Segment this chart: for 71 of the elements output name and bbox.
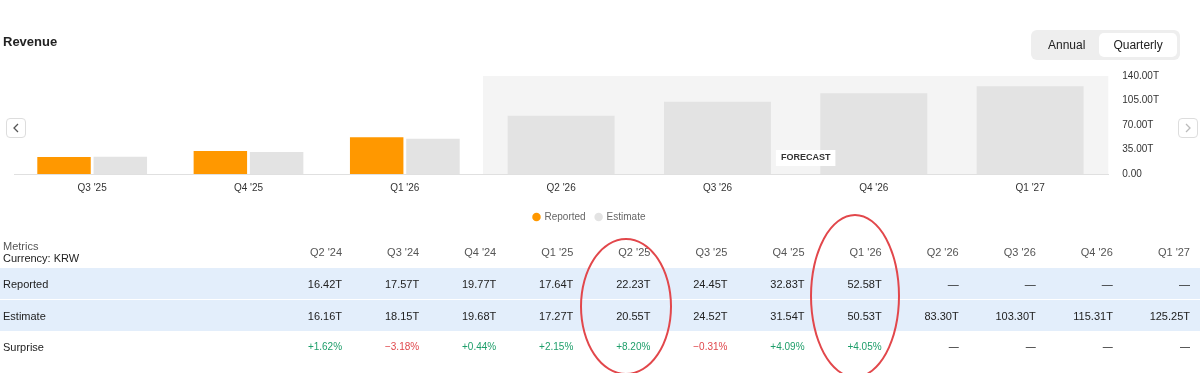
data-label: 32.83T — [737, 267, 815, 300]
category-label: Q4 '25 — [771, 244, 806, 260]
data-label: 18.15T — [352, 299, 430, 331]
category-label: Q1 '25 — [540, 244, 575, 260]
x-tick-label: Q4 '26 — [859, 181, 889, 193]
data-label: 17.27T — [506, 299, 584, 331]
category-label: Q2 '26 — [925, 244, 960, 260]
data-label: 115.31T — [1045, 299, 1123, 331]
data-label: 24.52T — [660, 299, 738, 331]
data-label: +1.62% — [306, 340, 344, 354]
data-label: 50.53T — [814, 299, 892, 331]
y-tick-label: 105.00T — [1122, 94, 1160, 106]
text: Annual — [1047, 37, 1087, 54]
y-tick-label: 35.00T — [1122, 143, 1154, 155]
category-label: Q1 '26 — [848, 244, 883, 260]
data-label: 20.55T — [583, 299, 661, 331]
data-label: 31.54T — [737, 299, 815, 331]
y-tick-label: 0.00 — [1122, 167, 1143, 179]
category-label: Q2 '25 — [617, 244, 652, 260]
x-tick-label: Q3 '25 — [77, 181, 108, 193]
legend-label: Reported — [544, 210, 586, 222]
data-label: 16.42T — [275, 267, 353, 300]
x-tick-label: Q4 '25 — [233, 181, 264, 193]
data-label: 17.57T — [352, 267, 430, 300]
category-label: Q1 '27 — [1156, 244, 1191, 260]
category-label: Q2 '24 — [309, 244, 344, 260]
text: Surprise — [2, 339, 45, 355]
data-label: 19.68T — [429, 299, 507, 331]
data-label: — — [1101, 340, 1114, 354]
text: Quarterly — [1099, 33, 1177, 57]
legend-label: Estimate — [606, 210, 646, 222]
data-label: +2.15% — [538, 340, 575, 354]
text: Currency: KRW — [3, 251, 81, 264]
data-label: — — [1122, 267, 1200, 300]
category-label: Q4 '26 — [1079, 244, 1114, 260]
data-label: 19.77T — [429, 267, 507, 300]
data-label: 103.30T — [968, 299, 1046, 331]
x-tick-label: Q1 '27 — [1015, 181, 1046, 193]
data-label: +0.44% — [461, 340, 498, 354]
x-tick-label: Q1 '26 — [390, 181, 420, 193]
data-label: 125.25T — [1122, 299, 1200, 331]
data-label: 17.64T — [506, 267, 584, 300]
text: Estimate — [0, 299, 275, 331]
data-label: −0.31% — [692, 340, 729, 354]
data-label: — — [1024, 340, 1037, 354]
y-tick-label: 70.00T — [1122, 118, 1154, 130]
category-label: Q4 '24 — [463, 244, 498, 260]
data-label: — — [891, 267, 969, 300]
data-label: 22.23T — [583, 267, 661, 300]
x-tick-label: Q2 '26 — [546, 181, 577, 193]
data-label: −3.18% — [383, 340, 421, 354]
chart-title: Revenue — [3, 34, 58, 49]
category-label: Q3 '24 — [386, 244, 421, 260]
data-label: +4.05% — [846, 340, 883, 354]
text: Metrics — [3, 239, 40, 252]
data-label: 52.58T — [814, 267, 892, 300]
band-label: FORECAST — [780, 152, 831, 163]
category-label: Q3 '26 — [1002, 244, 1037, 260]
data-label: 83.30T — [891, 299, 969, 331]
data-label: +8.20% — [615, 340, 652, 354]
data-label: 24.45T — [660, 267, 738, 300]
data-label: — — [1179, 340, 1191, 354]
data-label: — — [1045, 267, 1123, 300]
x-tick-label: Q3 '26 — [702, 181, 733, 193]
data-label: — — [947, 340, 960, 354]
data-label: — — [968, 267, 1046, 300]
data-label: +4.09% — [769, 340, 806, 354]
data-label: 16.16T — [275, 299, 353, 331]
y-tick-label: 140.00T — [1122, 69, 1160, 81]
text: Reported — [0, 267, 275, 300]
category-label: Q3 '25 — [694, 244, 729, 260]
